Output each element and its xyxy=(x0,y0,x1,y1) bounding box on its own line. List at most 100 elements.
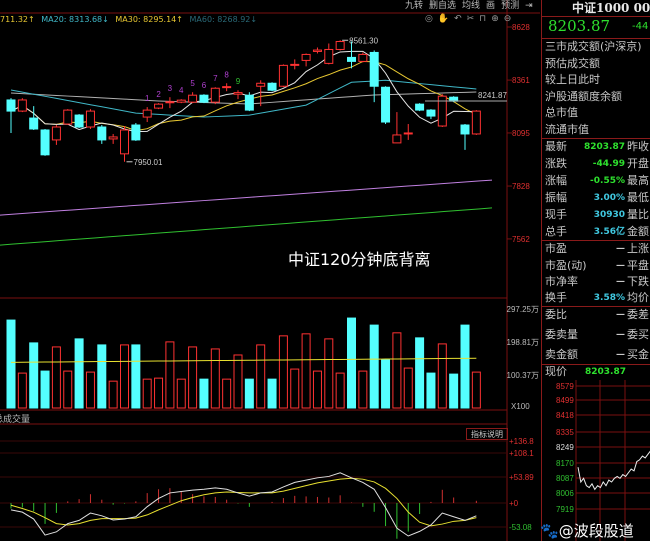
panel-row: 涨幅 -0.55% 最高 xyxy=(545,174,649,187)
candle-up xyxy=(188,94,198,103)
panel-row: 委卖量 — 委买 xyxy=(545,328,649,341)
dea-line xyxy=(10,477,477,527)
candle-up xyxy=(176,99,186,103)
candle-up xyxy=(392,134,402,144)
candle-up xyxy=(154,103,164,109)
intraday-price-line xyxy=(577,450,650,491)
forecast-button[interactable]: 预测 xyxy=(501,1,520,11)
paw-icon: 🐾 xyxy=(540,522,559,540)
volume-tick-label: 198.81万 xyxy=(507,338,539,347)
panel-row: 沪股通额度余额 xyxy=(545,90,622,103)
panel-row: 市盈 — 上涨 xyxy=(545,242,649,255)
nine-turn-label: 9 xyxy=(236,77,241,86)
panel-row: 市净率 — 下跌 xyxy=(545,275,649,288)
candle-up xyxy=(324,48,334,64)
eye-icon[interactable]: ◎ xyxy=(425,14,433,24)
panel-row: 流通市值 xyxy=(545,123,589,136)
panel-row: 较上日此时 xyxy=(545,73,600,86)
zoom-in-icon[interactable]: ⊕ xyxy=(491,14,499,24)
volume-bar xyxy=(392,332,402,409)
zoom-out-icon[interactable]: ⊖ xyxy=(503,14,512,24)
intraday-tick-label: 8249 xyxy=(556,443,574,452)
candle-up xyxy=(403,132,413,135)
chart-toolbar: 九转 删自选 均线 画 预测 ⇥ xyxy=(405,0,533,13)
price-tick-label: 8628 xyxy=(512,23,530,32)
volume-bar xyxy=(369,324,379,409)
ma20-value: MA20: 8313.68↓ xyxy=(41,15,109,24)
scissors-icon[interactable]: ✂ xyxy=(466,14,475,24)
volume-bar xyxy=(74,338,84,409)
candle-up xyxy=(278,64,288,87)
undo-icon[interactable]: ↶ xyxy=(454,14,462,24)
volume-bar xyxy=(176,378,186,409)
volume-bar xyxy=(29,342,39,409)
draw-button[interactable]: 画 xyxy=(486,1,496,11)
price-tick-label: 8361 xyxy=(512,76,530,85)
candle-down xyxy=(97,126,107,141)
macd-tick-label: +0 xyxy=(509,499,519,508)
nine-turn-button[interactable]: 九转 xyxy=(405,1,424,11)
chart-tools: ◎ ✋ ↶ ✂ ⊓ ⊕ ⊖ xyxy=(425,13,511,26)
volume-bar xyxy=(460,324,470,409)
candle-up xyxy=(358,53,368,62)
panel-row: 总市值 xyxy=(545,106,578,119)
ma250-line xyxy=(0,207,493,246)
candle-up xyxy=(312,49,322,52)
macd-tick-label: +136.8 xyxy=(509,437,534,446)
candle-down xyxy=(74,114,84,128)
candle-down xyxy=(267,82,277,91)
macd-tick-label: -53.08 xyxy=(509,523,532,532)
volume-bar xyxy=(233,354,243,409)
macd-tick-label: +108.1 xyxy=(509,449,534,458)
candle-down xyxy=(29,117,39,130)
volume-bar xyxy=(278,335,288,409)
panel-row: 现手 30930 量比 xyxy=(545,208,649,221)
low-label: 7950.01 xyxy=(134,158,163,167)
candle-down xyxy=(199,94,209,103)
volume-bar xyxy=(97,344,107,409)
panel-row: 预估成交额 xyxy=(545,57,600,70)
ma-button[interactable]: 均线 xyxy=(462,1,481,11)
nine-turn-label: 5 xyxy=(190,79,195,88)
panel-row: 现价 8203.87 xyxy=(545,365,626,378)
volume-bar xyxy=(154,377,164,409)
intraday-tick-label: 8499 xyxy=(556,396,574,405)
intraday-tick-label: 8170 xyxy=(556,459,574,468)
panel-row: 委比 — 委差 xyxy=(545,308,649,321)
volume-bar xyxy=(415,337,425,409)
volume-bar xyxy=(324,338,334,409)
volume-tick-label: 100.37万 xyxy=(507,371,539,380)
price-tick-label: 7562 xyxy=(512,235,530,244)
nine-turn-label: 6 xyxy=(202,81,207,90)
watermark: 🐾@波段股道 xyxy=(540,522,634,540)
high-label: 8561.30 xyxy=(349,36,378,45)
ma120-line xyxy=(0,179,493,216)
candle-up xyxy=(63,109,73,125)
volume-bar xyxy=(335,372,345,409)
nine-turn-label: 7 xyxy=(213,74,218,83)
volume-bar xyxy=(358,370,368,409)
lock-icon[interactable]: ⊓ xyxy=(479,14,487,24)
panel-row: 总手 3.56亿 金额 xyxy=(545,225,649,238)
current-price: 8203.87 xyxy=(548,17,611,35)
candle-up xyxy=(290,63,300,66)
volume-bar xyxy=(449,373,459,409)
panel-row: 市盈(动) — 平盘 xyxy=(545,259,649,272)
panel-row: 最新 8203.87 昨收 xyxy=(545,140,649,153)
candle-up xyxy=(256,82,266,87)
quote-panel: 中证1000 00 8203.87 -44 三市成交额(沪深京) 预估成交额 较上日… xyxy=(541,0,650,541)
nine-turn-label: 4 xyxy=(179,86,184,95)
hand-icon[interactable]: ✋ xyxy=(437,14,450,24)
remove-watchlist-button[interactable]: 删自选 xyxy=(429,1,457,11)
candle-down xyxy=(244,94,254,111)
panel-row: 三市成交额(沪深京) xyxy=(545,40,642,53)
pin-icon[interactable]: ⇥ xyxy=(525,1,533,11)
ma30-line xyxy=(10,91,477,105)
candle-up xyxy=(233,92,243,95)
volume-bar xyxy=(51,346,61,409)
intraday-tick-label: 8335 xyxy=(556,428,574,437)
panel-row: 涨跌 -44.99 开盘 xyxy=(545,157,649,170)
candle-up xyxy=(120,129,129,155)
indicator-help-button[interactable]: 指标说明 xyxy=(466,428,508,440)
